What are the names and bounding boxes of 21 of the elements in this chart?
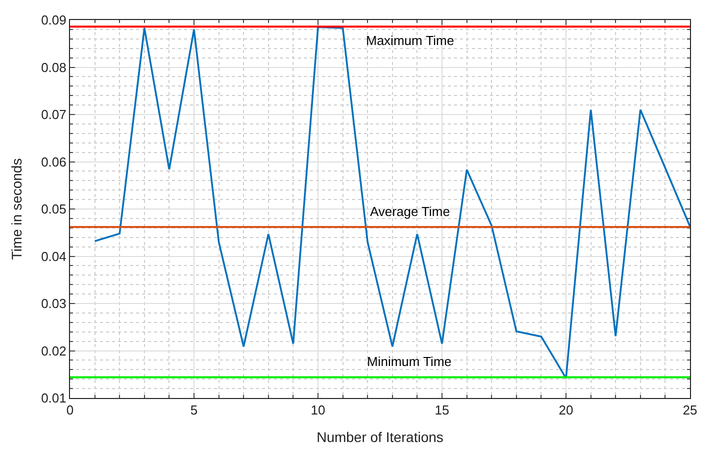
x-tick-label: 15 — [434, 402, 450, 418]
line-series — [94, 26, 690, 380]
x-tick-label: 20 — [558, 402, 574, 418]
y-axis-title: Time in seconds — [8, 158, 25, 260]
y-tick-label: 0.07 — [41, 107, 66, 122]
x-axis-title: Number of Iterations — [316, 428, 444, 445]
x-tick-label: 0 — [66, 402, 74, 418]
ref-line-label: Average Time — [370, 204, 450, 219]
y-tick-label: 0.01 — [41, 390, 66, 406]
y-tick-label: 0.04 — [41, 248, 66, 264]
y-tick-label: 0.02 — [41, 343, 66, 358]
ref-line-label: Maximum Time — [366, 33, 454, 48]
y-tick-label: 0.06 — [41, 154, 66, 170]
y-tick-label: 0.05 — [41, 202, 66, 217]
x-tick-label: 25 — [682, 402, 698, 418]
ref-line-label: Minimum Time — [367, 354, 452, 369]
x-tick-label: 5 — [190, 402, 198, 418]
y-tick-label: 0.03 — [41, 296, 66, 312]
y-tick-label: 0.08 — [41, 60, 66, 75]
y-tick-label: 0.09 — [41, 12, 66, 28]
x-tick-label: 10 — [310, 402, 326, 418]
